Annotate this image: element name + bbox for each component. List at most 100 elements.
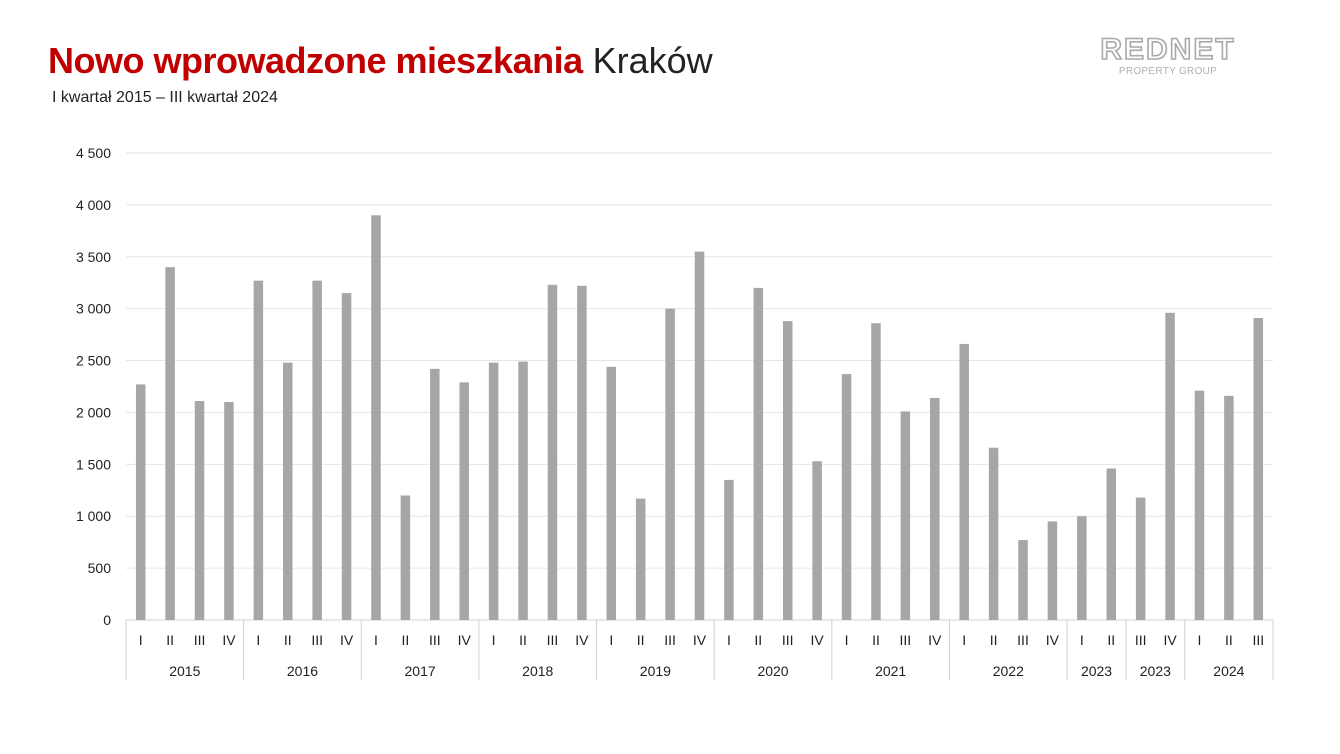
year-label: 2020: [757, 663, 788, 679]
bar: [430, 368, 440, 620]
bar: [1135, 497, 1146, 620]
x-tick-label: II: [284, 632, 292, 648]
y-tick-label: 4 500: [76, 145, 111, 161]
x-tick-label: III: [429, 632, 441, 648]
x-tick-label: I: [256, 632, 260, 648]
chart-subtitle: I kwartał 2015 – III kwartał 2024: [52, 89, 278, 106]
x-tick-label: III: [1252, 632, 1264, 648]
bar: [135, 384, 146, 620]
x-tick-label: I: [139, 632, 143, 648]
x-tick-label: II: [519, 632, 527, 648]
title-city: Kraków: [592, 40, 713, 81]
bar: [459, 382, 469, 620]
x-tick-label: III: [547, 632, 559, 648]
bar: [371, 215, 381, 620]
bar: [1018, 540, 1028, 620]
year-label: 2024: [1213, 663, 1244, 679]
bar: [841, 374, 852, 620]
y-tick-label: 3 500: [76, 249, 111, 265]
title-main: Nowo wprowadzone mieszkania: [48, 40, 583, 81]
x-tick-label: III: [311, 632, 323, 648]
y-tick-label: 0: [103, 612, 111, 628]
x-tick-label: I: [845, 632, 849, 648]
year-label: 2023: [1081, 663, 1112, 679]
bar: [253, 280, 264, 620]
bar: [694, 251, 705, 621]
year-label: 2016: [287, 663, 318, 679]
x-tick-label: IV: [222, 632, 236, 648]
bar: [488, 362, 499, 620]
bar: [635, 498, 646, 620]
x-tick-label: III: [194, 632, 206, 648]
year-label: 2018: [522, 663, 553, 679]
bar: [577, 285, 587, 620]
year-label: 2015: [169, 663, 200, 679]
x-tick-label: IV: [458, 632, 472, 648]
bar: [782, 321, 793, 620]
x-tick-label: I: [492, 632, 496, 648]
x-tick-label: III: [664, 632, 676, 648]
bar: [400, 495, 411, 620]
year-label: 2017: [405, 663, 436, 679]
x-tick-label: I: [374, 632, 378, 648]
x-tick-label: II: [1225, 632, 1233, 648]
bar: [988, 447, 999, 620]
bar: [1253, 318, 1264, 620]
year-label: 2023: [1140, 663, 1171, 679]
x-tick-label: I: [962, 632, 966, 648]
x-tick-label: III: [1135, 632, 1147, 648]
y-tick-label: 3 000: [76, 301, 111, 317]
bar: [1047, 521, 1058, 620]
x-tick-label: II: [1107, 632, 1115, 648]
chart-title: Nowo wprowadzone mieszkania Kraków: [48, 40, 713, 82]
bar: [341, 293, 352, 620]
x-tick-label: IV: [1163, 632, 1177, 648]
bar: [1106, 468, 1116, 620]
bar: [283, 362, 293, 620]
bar: [1194, 390, 1205, 620]
y-tick-label: 1 500: [76, 456, 111, 472]
bar: [1165, 312, 1175, 620]
x-tick-label: II: [402, 632, 410, 648]
bar: [812, 461, 822, 620]
year-label: 2022: [993, 663, 1024, 679]
bar: [1224, 395, 1234, 620]
y-tick-label: 500: [88, 560, 112, 576]
x-tick-label: I: [1198, 632, 1202, 648]
bar: [224, 402, 234, 620]
bar: [194, 401, 205, 620]
y-tick-label: 2 500: [76, 353, 111, 369]
logo-name: REDNET: [1100, 33, 1236, 67]
bar: [724, 479, 734, 620]
x-tick-label: I: [609, 632, 613, 648]
x-tick-label: IV: [693, 632, 707, 648]
x-tick-label: I: [1080, 632, 1084, 648]
bar: [900, 411, 911, 620]
bar: [930, 397, 940, 620]
bar: [959, 343, 969, 620]
y-tick-label: 4 000: [76, 197, 111, 213]
x-tick-label: IV: [1046, 632, 1060, 648]
x-tick-label: II: [754, 632, 762, 648]
x-tick-label: III: [900, 632, 912, 648]
x-tick-label: IV: [340, 632, 354, 648]
x-tick-label: II: [637, 632, 645, 648]
x-tick-label: I: [727, 632, 731, 648]
bar: [1077, 516, 1087, 620]
bar: [753, 287, 764, 620]
year-label: 2019: [640, 663, 671, 679]
x-tick-label: IV: [928, 632, 942, 648]
bar: [165, 267, 175, 620]
x-tick-label: II: [990, 632, 998, 648]
bar: [606, 366, 617, 620]
y-tick-label: 1 000: [76, 508, 111, 524]
x-tick-label: II: [872, 632, 880, 648]
x-tick-label: III: [1017, 632, 1029, 648]
x-tick-label: II: [166, 632, 174, 648]
y-tick-label: 2 000: [76, 404, 111, 420]
logo-subtitle: PROPERTY GROUP: [1118, 66, 1218, 77]
rednet-logo: REDNET PROPERTY GROUP: [1100, 33, 1236, 77]
x-tick-label: IV: [811, 632, 825, 648]
x-tick-label: III: [782, 632, 794, 648]
